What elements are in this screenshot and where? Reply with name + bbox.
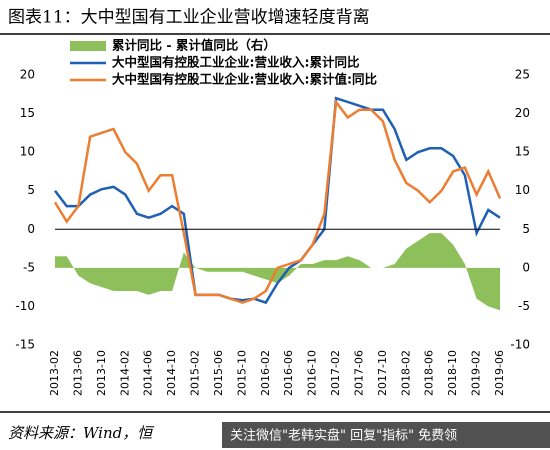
y2-tick-label: -5	[518, 299, 530, 313]
y-tick-label: 20	[20, 68, 35, 82]
legend-swatch	[70, 41, 106, 51]
y2-tick-label: 0	[522, 260, 530, 274]
x-tick-label: 2015-06	[212, 350, 225, 396]
y-tick-label: -15	[15, 338, 35, 352]
x-tick-label: 2014-10	[165, 350, 178, 396]
x-tick-label: 2019-02	[470, 350, 483, 396]
x-tick-label: 2018-06	[423, 350, 436, 396]
x-tick-label: 2013-10	[95, 350, 108, 396]
watermark-bg	[222, 422, 550, 448]
line	[54, 96, 501, 305]
x-tick-label: 2015-02	[189, 350, 202, 396]
x-tick-label: 2014-02	[118, 350, 131, 396]
legend-label: 大中型国有控股工业企业:营业收入:累计同比	[112, 55, 360, 70]
x-tick-label: 2013-02	[48, 350, 61, 396]
y-tick-label: -10	[15, 299, 35, 313]
y-tick-label: 10	[20, 145, 35, 159]
y-tick-label: 5	[27, 183, 35, 197]
x-tick-label: 2018-02	[399, 350, 412, 396]
source: 资料来源：Wind，恒	[8, 424, 155, 442]
y2-tick-label: 10	[515, 183, 530, 197]
x-tick-label: 2019-06	[493, 350, 506, 396]
y2-tick-label: 20	[515, 106, 530, 120]
y2-tick-label: -10	[510, 338, 530, 352]
y-tick-label: 15	[20, 106, 35, 120]
y-tick-label: 0	[27, 222, 35, 236]
line	[53, 98, 502, 304]
chart-title: 图表11：大中型国有工业企业营收增速轻度背离	[8, 8, 370, 28]
x-tick-label: 2013-06	[71, 350, 84, 396]
watermark: 关注微信"老韩实盘" 回复"指标" 免费领	[230, 428, 457, 444]
y2-tick-label: 15	[515, 145, 530, 159]
x-tick-label: 2016-10	[306, 350, 319, 396]
y2-tick-label: 25	[515, 68, 530, 82]
legend-label: 大中型国有控股工业企业:营业收入:累计值:同比	[112, 72, 377, 87]
x-tick-label: 2017-06	[352, 350, 365, 396]
y-tick-label: -5	[23, 260, 35, 274]
x-tick-label: 2016-02	[259, 350, 272, 396]
x-tick-label: 2014-06	[142, 350, 155, 396]
x-tick-label: 2017-10	[376, 350, 389, 396]
legend-label: 累计同比 - 累计值同比（右）	[112, 38, 276, 53]
x-tick-label: 2016-06	[282, 350, 295, 396]
x-tick-label: 2017-02	[329, 350, 342, 396]
area	[55, 233, 500, 311]
x-tick-label: 2015-10	[235, 350, 248, 396]
y2-tick-label: 5	[522, 222, 530, 236]
x-tick-label: 2018-10	[446, 350, 459, 396]
